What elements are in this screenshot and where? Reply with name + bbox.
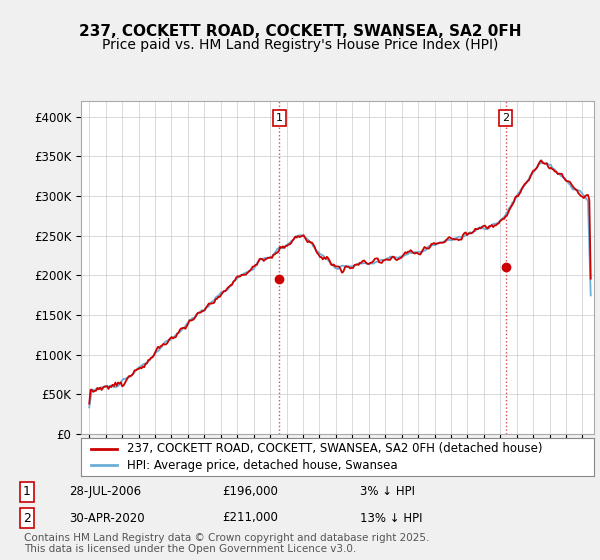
Text: 13% ↓ HPI: 13% ↓ HPI (360, 511, 422, 525)
Text: 30-APR-2020: 30-APR-2020 (69, 511, 145, 525)
Text: £211,000: £211,000 (222, 511, 278, 525)
Text: 1: 1 (275, 113, 283, 123)
Text: 237, COCKETT ROAD, COCKETT, SWANSEA, SA2 0FH (detached house): 237, COCKETT ROAD, COCKETT, SWANSEA, SA2… (127, 442, 542, 455)
Text: 3% ↓ HPI: 3% ↓ HPI (360, 485, 415, 498)
Text: 1: 1 (23, 485, 31, 498)
Text: Price paid vs. HM Land Registry's House Price Index (HPI): Price paid vs. HM Land Registry's House … (102, 38, 498, 52)
Text: 2: 2 (502, 113, 509, 123)
Text: 2: 2 (23, 511, 31, 525)
Text: £196,000: £196,000 (222, 485, 278, 498)
Text: HPI: Average price, detached house, Swansea: HPI: Average price, detached house, Swan… (127, 459, 398, 472)
Text: 237, COCKETT ROAD, COCKETT, SWANSEA, SA2 0FH: 237, COCKETT ROAD, COCKETT, SWANSEA, SA2… (79, 24, 521, 39)
Text: 28-JUL-2006: 28-JUL-2006 (69, 485, 141, 498)
Text: Contains HM Land Registry data © Crown copyright and database right 2025.
This d: Contains HM Land Registry data © Crown c… (24, 533, 430, 554)
